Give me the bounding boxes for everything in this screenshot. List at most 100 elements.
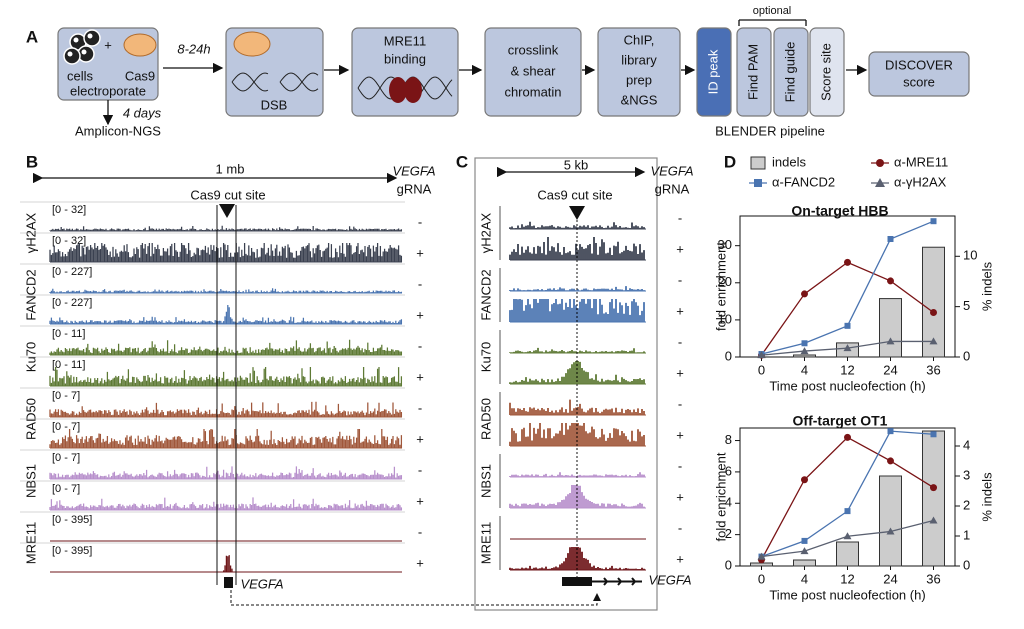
range-label: [0 - 11]	[52, 328, 85, 340]
step-box	[736, 27, 772, 117]
mre11-icon	[389, 77, 407, 103]
data-point	[886, 337, 895, 345]
range-label: [0 - 227]	[52, 266, 92, 278]
data-point	[844, 258, 851, 266]
data-point	[844, 433, 851, 441]
data-point	[844, 508, 851, 515]
cas9-icon	[123, 33, 157, 57]
data-point	[886, 527, 895, 535]
y-tick-label: 6	[725, 463, 732, 478]
cut-text: Cas9 cut site	[537, 187, 612, 202]
data-point	[801, 340, 808, 347]
sign-label: -	[678, 210, 682, 225]
step-box	[868, 51, 970, 97]
dna-icon	[279, 72, 319, 92]
range-label: [0 - 7]	[52, 421, 80, 433]
pipeline-text: Find guide	[782, 42, 797, 103]
track-name: Ku70	[478, 342, 493, 372]
y2-tick-label: 10	[963, 248, 977, 263]
x-tick-label: 12	[840, 571, 854, 586]
bar	[793, 354, 816, 358]
sign-label: -	[678, 458, 682, 473]
data-point	[800, 347, 809, 355]
chart-title: Off-target OT1	[793, 413, 888, 429]
gene-text: VEGFA	[650, 163, 693, 178]
y-tick-label: 30	[718, 237, 732, 252]
legend-swatch	[754, 179, 762, 187]
sign-label: +	[676, 427, 684, 442]
zoom-connector	[230, 590, 601, 606]
data-point	[843, 344, 852, 352]
data-point	[757, 552, 766, 560]
cells-text: cells	[67, 68, 94, 83]
sign-label: -	[418, 462, 422, 477]
scale-text: 1 mb	[216, 161, 245, 176]
series-line	[760, 436, 934, 561]
legend-label: α-FANCD2	[772, 174, 835, 189]
coverage-track	[49, 288, 403, 293]
x-axis-label: Time post nucleofection (h)	[769, 378, 925, 393]
bar	[836, 541, 859, 567]
cut-text: Cas9 cut site	[190, 187, 265, 202]
sign-label: -	[418, 338, 422, 353]
legend-label: α-γH2AX	[894, 174, 947, 189]
track-name: MRE11	[478, 522, 493, 564]
coverage-track	[49, 429, 403, 448]
y2-tick-label: 3	[963, 467, 970, 482]
grna-text: gRNA	[655, 181, 690, 196]
chip-text: &NGS	[621, 92, 658, 107]
mre11-text: MRE11	[384, 33, 426, 48]
sign-label: -	[418, 524, 422, 539]
cell-icon	[87, 33, 93, 39]
range-label: [0 - 32]	[52, 204, 86, 216]
range-label: [0 - 395]	[52, 545, 92, 557]
y-tick-label: 2	[725, 526, 732, 541]
gene-label: VEGFA	[648, 572, 691, 587]
y2-tick-label: 2	[963, 497, 970, 512]
sign-label: +	[676, 241, 684, 256]
cas9-icon	[233, 31, 271, 57]
chip-text: library	[621, 52, 657, 67]
mre11-icon	[404, 77, 422, 103]
x-tick-label: 24	[883, 362, 897, 377]
cell-icon	[83, 29, 101, 47]
data-point	[929, 516, 938, 524]
data-point	[757, 351, 766, 359]
sign-label: +	[676, 551, 684, 566]
y-tick-label: 0	[725, 348, 732, 363]
data-point	[844, 322, 851, 329]
coverage-track	[509, 547, 645, 570]
step-box	[484, 27, 582, 117]
gene-model	[224, 577, 233, 588]
sign-label: +	[416, 245, 424, 260]
chip-text: ChIP,	[624, 32, 655, 47]
coverage-track	[509, 299, 645, 322]
panel-label: B	[26, 152, 38, 171]
scale-text: 5 kb	[564, 157, 589, 172]
data-point	[887, 428, 894, 435]
x-tick-label: 24	[883, 571, 897, 586]
x-tick-label: 4	[801, 571, 808, 586]
blender-text: BLENDER pipeline	[715, 123, 825, 138]
cell-icon	[81, 49, 87, 55]
data-point	[887, 236, 894, 243]
grna-text: gRNA	[397, 181, 432, 196]
x-tick-label: 12	[840, 362, 854, 377]
chart-title: On-target HBB	[791, 203, 888, 219]
gene-model	[592, 577, 642, 586]
cut-marker	[569, 206, 585, 220]
legend-swatch	[750, 156, 766, 170]
coverage-track	[221, 555, 236, 572]
sign-label: -	[678, 272, 682, 287]
pipeline-text: ID peak	[705, 49, 720, 94]
coverage-track	[49, 339, 403, 355]
data-point	[801, 537, 808, 544]
y2-tick-label: 4	[963, 437, 970, 452]
data-point	[887, 277, 894, 285]
sign-label: +	[676, 365, 684, 380]
coverage-track	[49, 401, 403, 417]
sign-label: +	[676, 303, 684, 318]
panel-label: A	[26, 27, 38, 46]
range-label: [0 - 7]	[52, 483, 80, 495]
sign-label: +	[416, 307, 424, 322]
